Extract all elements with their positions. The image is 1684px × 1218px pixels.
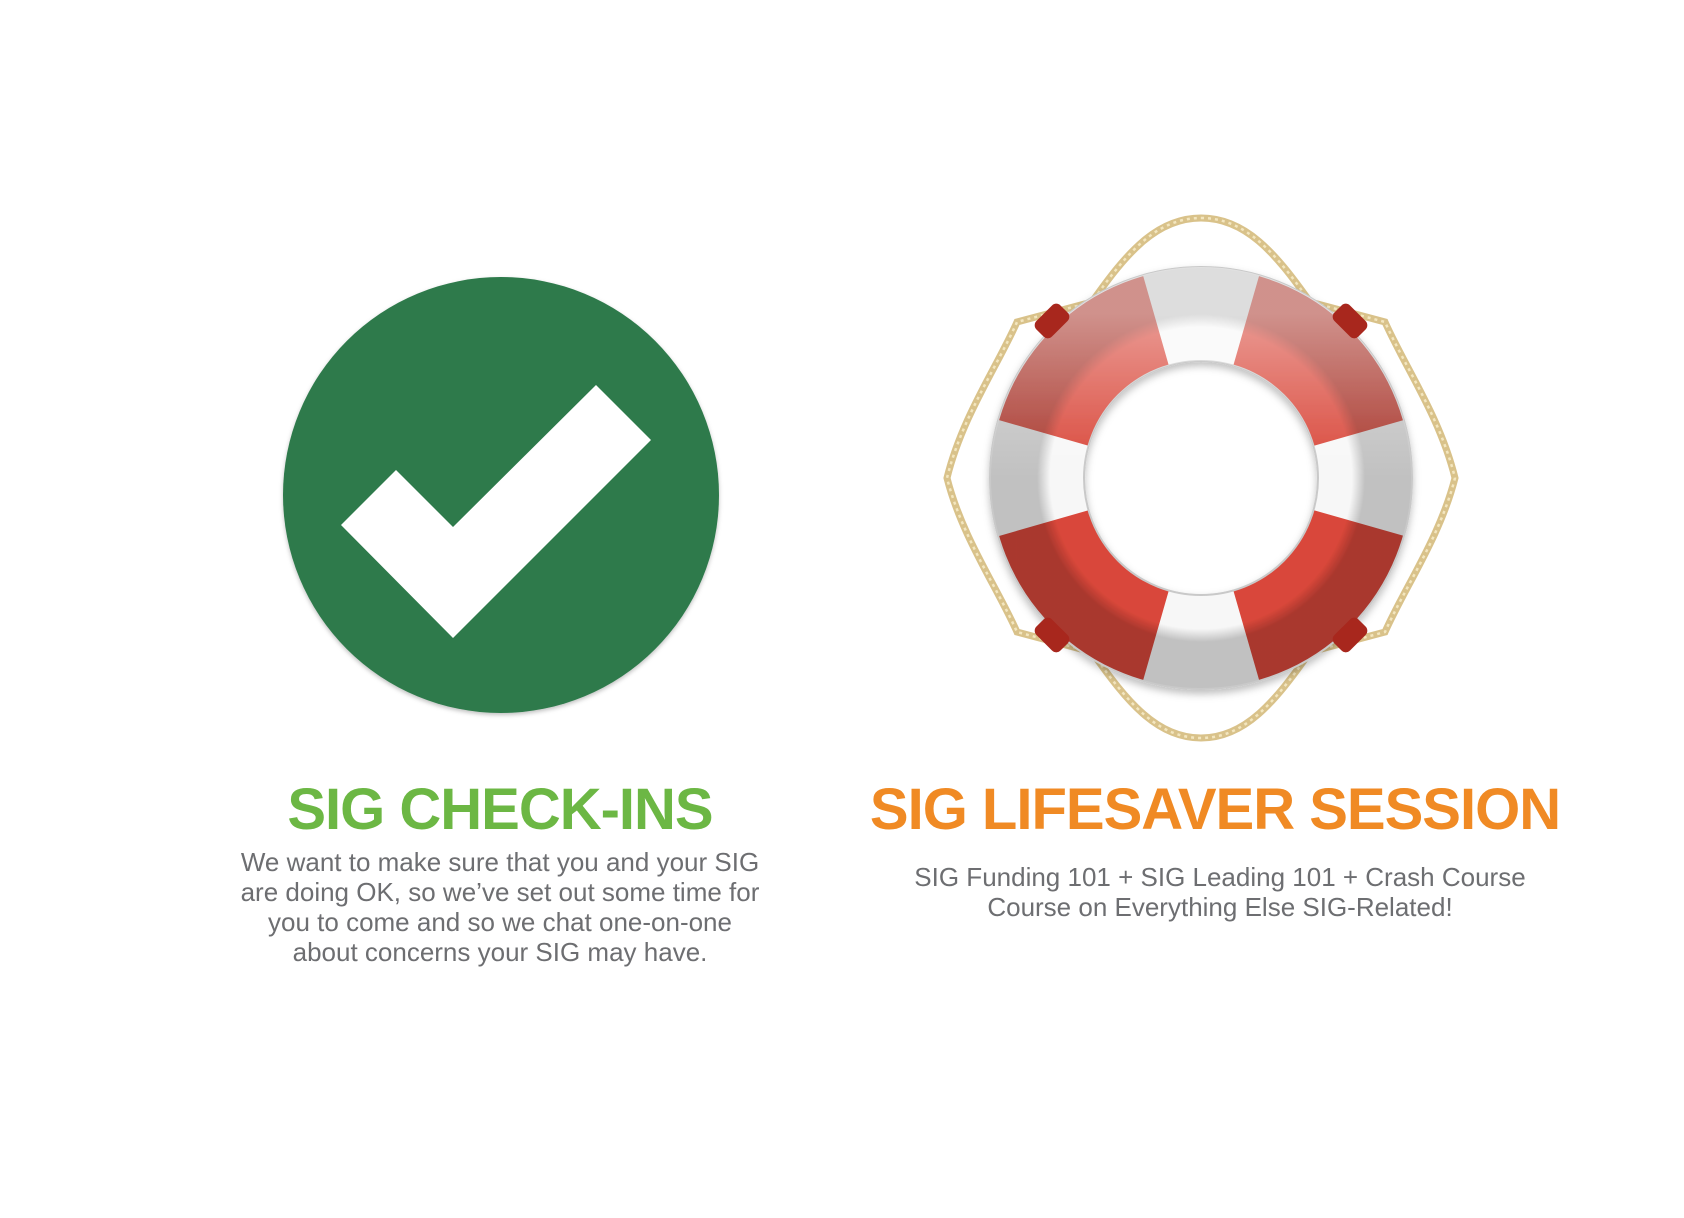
rope-clips bbox=[1034, 303, 1368, 653]
lifesaver-description: SIG Funding 101 + SIG Leading 101 + Cras… bbox=[850, 862, 1590, 922]
lifesaver-description-line: Course on Everything Else SIG-Related! bbox=[987, 892, 1453, 922]
check-ins-description-line: are doing OK, so we’ve set out some time… bbox=[240, 877, 760, 907]
check-mark bbox=[341, 385, 651, 638]
rope bbox=[943, 214, 1459, 742]
lifesaver-heading: SIG LIFESAVER SESSION bbox=[869, 777, 1561, 842]
checkmark-circle-icon bbox=[276, 270, 726, 720]
check-ins-description-line: about concerns your SIG may have. bbox=[292, 937, 708, 967]
check-ins-heading: SIG CHECK-INS bbox=[287, 777, 713, 842]
lifesaver-description-line: SIG Funding 101 + SIG Leading 101 + Cras… bbox=[914, 862, 1526, 892]
check-ins-description: We want to make sure that you and your S… bbox=[210, 847, 790, 967]
check-ins-description-line: you to come and so we chat one-on-one bbox=[268, 907, 732, 937]
check-ins-description-line: We want to make sure that you and your S… bbox=[240, 847, 760, 877]
lifebuoy-icon bbox=[935, 212, 1467, 744]
